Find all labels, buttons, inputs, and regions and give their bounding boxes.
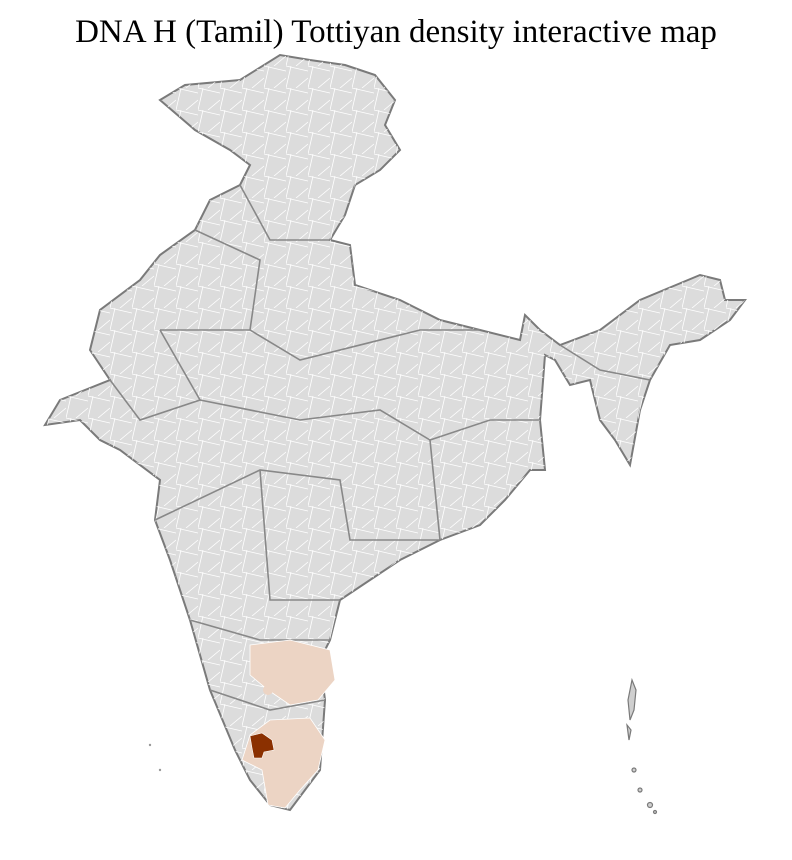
map-title: DNA H (Tamil) Tottiyan density interacti… xyxy=(75,14,717,50)
region-high-density xyxy=(249,732,275,759)
density-regions[interactable] xyxy=(241,639,336,809)
region-low-small xyxy=(263,685,273,695)
country-shape xyxy=(43,53,747,812)
region-low-tamilnadu xyxy=(241,717,326,809)
andaman-nicobar-islands xyxy=(626,677,658,815)
lakshadweep-islands xyxy=(148,743,162,772)
state-borders xyxy=(109,184,651,711)
